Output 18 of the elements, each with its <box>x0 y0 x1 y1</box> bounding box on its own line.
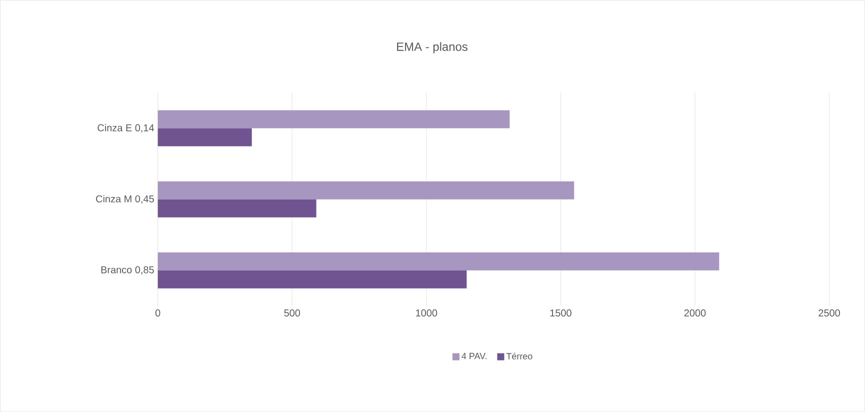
bar <box>158 270 467 289</box>
y-tick-label: Branco 0,85 <box>101 266 154 275</box>
legend-label: Térreo <box>506 352 532 360</box>
x-tick-label: 500 <box>284 310 300 317</box>
bar <box>158 128 252 146</box>
x-tick-label: 0 <box>155 310 160 317</box>
y-tick-label: Cinza M 0,45 <box>96 195 154 204</box>
bar <box>158 252 720 271</box>
chart-title: EMA - planos <box>397 42 468 54</box>
x-tick-label: 1500 <box>550 310 572 317</box>
legend-label: 4 PAV. <box>462 353 486 360</box>
bar <box>158 181 574 200</box>
x-tick-label: 1000 <box>416 310 438 317</box>
bar <box>158 199 316 218</box>
x-tick-label: 2000 <box>684 310 706 317</box>
x-tick-label: 2500 <box>818 310 840 317</box>
bar <box>158 110 510 128</box>
y-tick-label: Cinza E 0,14 <box>98 124 154 133</box>
